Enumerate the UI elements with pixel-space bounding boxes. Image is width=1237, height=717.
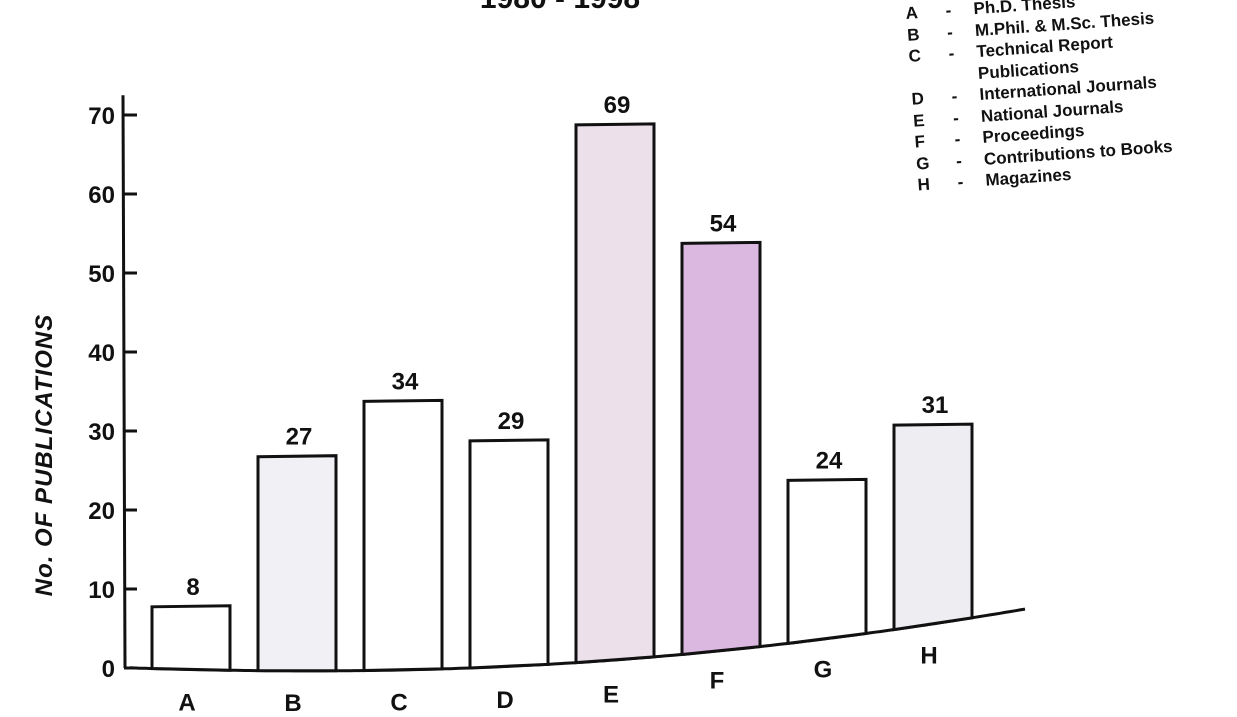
data-label-g: 24 xyxy=(816,447,843,474)
legend: A - Ph.D. Thesis B - M.Phil. & M.Sc. Thesis C -… xyxy=(905,0,1237,197)
x-tick-label-e: E xyxy=(603,682,619,709)
y-axis-label: No. OF PUBLICATIONS xyxy=(31,314,58,597)
legend-key: A xyxy=(905,3,919,23)
legend-dash: - xyxy=(950,86,958,106)
x-tick-label-h: H xyxy=(920,643,937,670)
y-tick-label: 60 xyxy=(88,182,115,209)
x-tick-label-b: B xyxy=(284,690,301,717)
y-tick-label: 20 xyxy=(88,498,115,525)
legend-dash: - xyxy=(944,0,952,21)
data-label-f: 54 xyxy=(710,210,737,237)
x-tick-label-d: D xyxy=(496,687,513,714)
data-label-a: 8 xyxy=(186,574,199,601)
bar-f xyxy=(680,240,762,657)
bars xyxy=(150,122,974,673)
legend-key: B xyxy=(906,24,921,45)
y-tick-label: 10 xyxy=(88,577,115,604)
legend-dash: - xyxy=(953,129,961,149)
bar-c xyxy=(362,398,444,673)
y-tick-label: 50 xyxy=(88,261,115,288)
legend-key: F xyxy=(913,131,926,152)
legend-dash: - xyxy=(946,22,954,42)
y-axis: 0 10 20 30 40 50 60 70 xyxy=(88,95,137,683)
y-tick-label: 70 xyxy=(88,103,115,130)
bar-h xyxy=(892,422,974,632)
bar-d xyxy=(468,438,550,670)
legend-key: H xyxy=(916,174,931,195)
data-labels: 8 27 34 29 69 54 24 31 xyxy=(186,92,948,601)
y-axis-line xyxy=(121,95,127,669)
legend-dash: - xyxy=(956,172,964,192)
data-label-e: 69 xyxy=(604,92,631,119)
legend-key: C xyxy=(907,46,922,66)
data-label-d: 29 xyxy=(498,408,525,435)
legend-key: D xyxy=(910,88,925,109)
legend-key: E xyxy=(912,110,926,131)
x-tick-label-a: A xyxy=(178,689,195,716)
data-label-b: 27 xyxy=(286,424,313,451)
legend-dash: - xyxy=(947,43,955,64)
chart-title: 1980 - 1998 xyxy=(440,0,680,16)
bar-g xyxy=(786,477,868,646)
data-label-c: 34 xyxy=(392,368,419,395)
y-tick-label: 0 xyxy=(102,656,115,683)
legend-key: G xyxy=(915,153,931,174)
bar-b xyxy=(256,454,338,673)
legend-dash: - xyxy=(952,108,960,128)
legend-dash: - xyxy=(955,150,963,171)
y-tick-label: 40 xyxy=(88,340,115,367)
data-label-h: 31 xyxy=(922,392,949,419)
x-tick-labels: A B C D E F G H xyxy=(178,643,937,717)
x-tick-label-c: C xyxy=(390,690,407,717)
bar-e xyxy=(574,122,656,665)
x-tick-label-f: F xyxy=(710,667,725,694)
y-tick-label: 30 xyxy=(88,419,115,446)
x-tick-label-g: G xyxy=(814,656,833,683)
bar-a xyxy=(150,604,232,672)
